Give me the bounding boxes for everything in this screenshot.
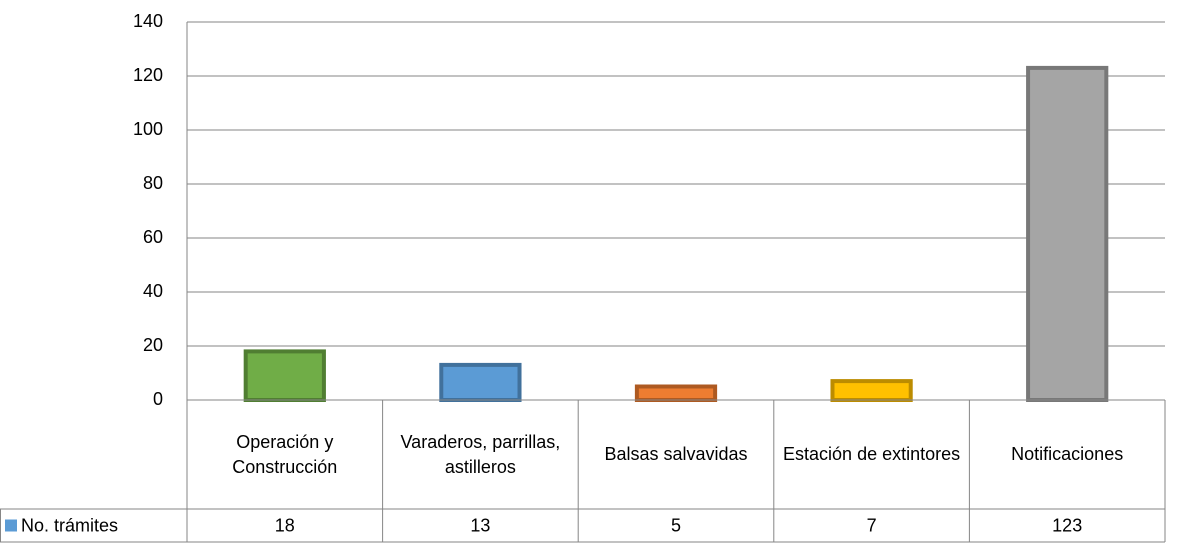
y-tick-label: 0 — [153, 389, 163, 409]
table-value: 5 — [671, 515, 681, 535]
x-tick-label: Balsas salvavidas — [604, 444, 748, 464]
legend-label: No. trámites — [21, 515, 118, 535]
x-tick-label: Operación y Construcción — [232, 431, 338, 477]
bar — [830, 379, 913, 403]
y-tick-label: 140 — [133, 11, 163, 31]
table-value: 13 — [470, 515, 490, 535]
x-tick-label: Notificaciones — [1011, 444, 1124, 464]
y-tick-label: 120 — [133, 65, 163, 85]
bar — [634, 384, 718, 402]
table-value: 123 — [1052, 515, 1082, 535]
bar — [1026, 65, 1109, 403]
bar — [439, 362, 522, 402]
x-tick-label: Varaderos, parrillas, astilleros — [400, 431, 561, 477]
y-tick-label: 20 — [143, 335, 163, 355]
legend-key — [5, 519, 17, 532]
y-tick-label: 100 — [133, 119, 163, 139]
bar — [243, 349, 326, 402]
table-value: 7 — [867, 515, 877, 535]
y-tick-label: 40 — [143, 281, 163, 301]
x-tick-label: Estación de extintores — [783, 444, 961, 464]
y-tick-label: 60 — [143, 227, 163, 247]
y-tick-label: 80 — [143, 173, 163, 193]
table-value: 18 — [275, 515, 295, 535]
